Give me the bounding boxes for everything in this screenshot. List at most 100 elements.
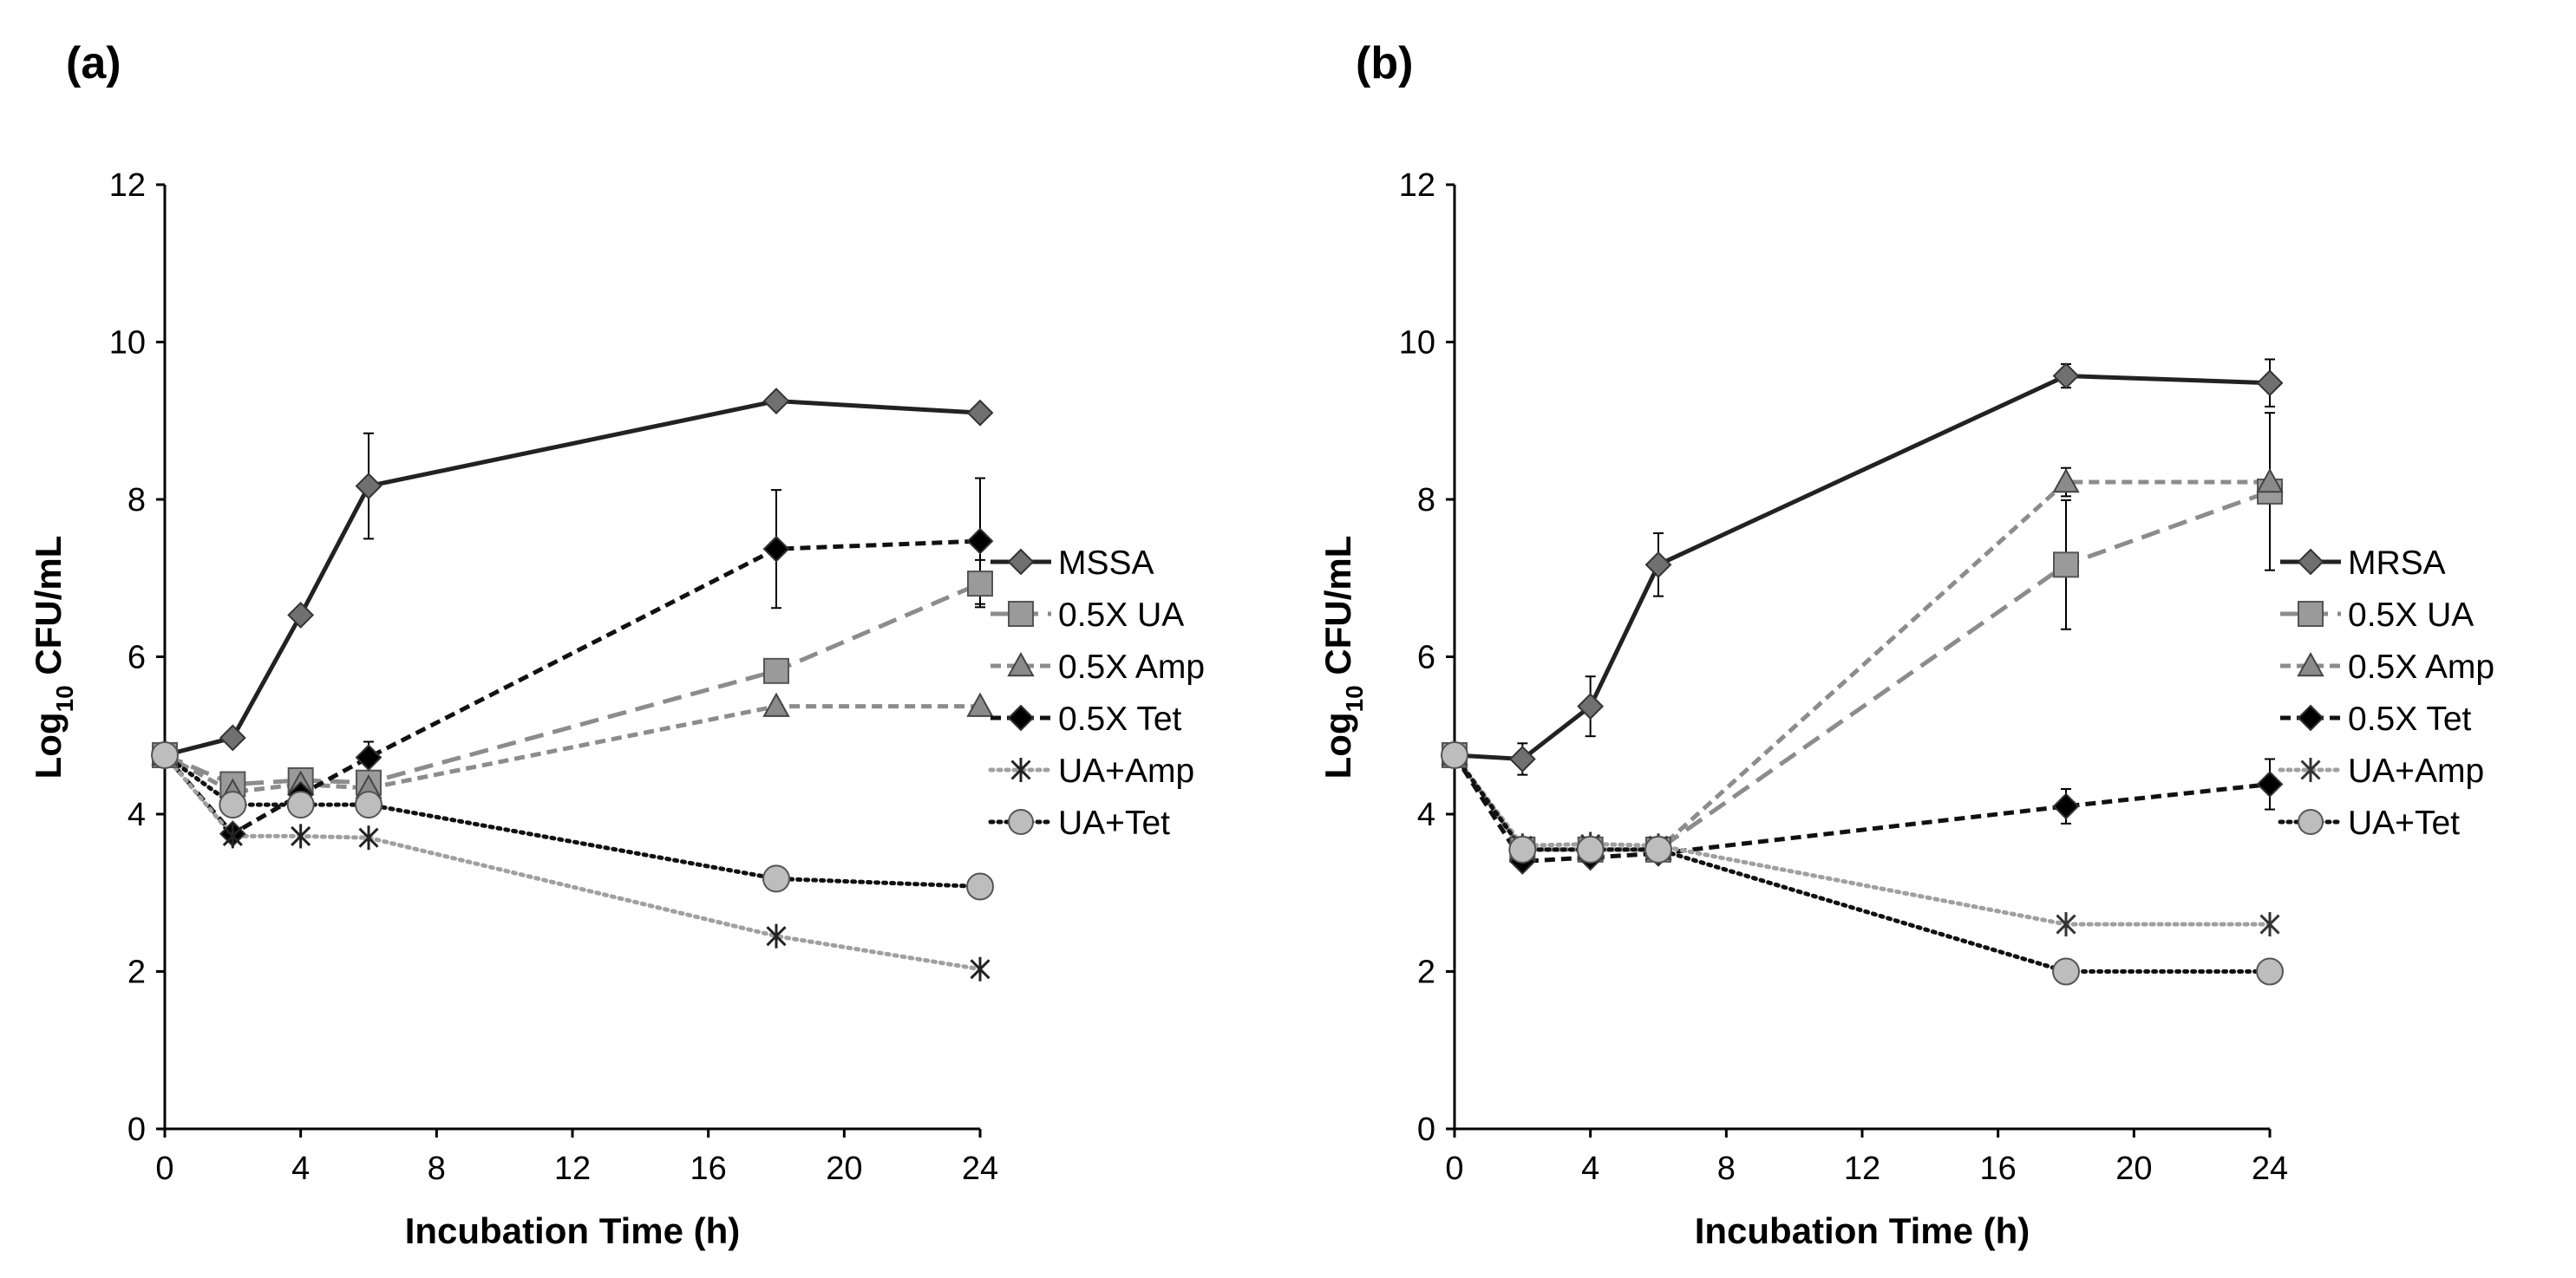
data-point-ua-tet	[286, 791, 315, 819]
data-point-0-5x-amp	[762, 692, 790, 717]
data-point-ua-amp	[970, 956, 991, 981]
panel-b-x-axis-title: Incubation Time (h)	[1695, 1210, 2030, 1251]
panel-a-x-ticks: 0 4 8 12 16 20 24	[155, 1129, 998, 1187]
data-point-ua-tet	[2052, 957, 2080, 986]
panel-b-legend: MRSA 0.5X UA 0.5X Amp 0.5X Tet UA+Amp UA+Tet	[2278, 544, 2494, 842]
y-tick-label: 4	[127, 797, 146, 833]
data-point-ua-tet	[1508, 835, 1537, 864]
legend-item-ua-amp: UA+Amp	[988, 753, 1194, 790]
x-tick-label: 24	[962, 1151, 998, 1187]
panel-a-label: (a)	[66, 38, 121, 88]
legend-label-ua-tet: UA+Tet	[2348, 805, 2460, 842]
y-tick-label: 6	[1417, 640, 1435, 676]
x-tick-label: 20	[826, 1151, 862, 1187]
legend-label-0-5x-ua: 0.5X UA	[1058, 597, 1184, 634]
x-tick-label: 12	[554, 1151, 591, 1187]
legend-label-0-5x-ua: 0.5X UA	[2348, 597, 2474, 634]
series-line-0-5x-ua	[164, 581, 981, 787]
y-tick-label: 8	[1417, 482, 1435, 518]
y-tick-label: 0	[127, 1112, 146, 1148]
data-point-ua-tet	[151, 740, 179, 769]
data-point-ua-tet	[1441, 740, 1468, 769]
legend-label-mrsa: MRSA	[2348, 544, 2446, 582]
legend-label-ua-tet: UA+Tet	[1058, 805, 1170, 842]
panel-b-x-ticks: 0 4 8 12 16 20 24	[1445, 1129, 2288, 1187]
data-point-ua-amp	[358, 825, 379, 851]
series-line-mssa	[164, 399, 981, 758]
series-line-0-5x-tet	[163, 538, 981, 837]
series-line-ua-tet	[162, 753, 983, 889]
legend-marker-0-5x-amp	[2297, 651, 2324, 677]
panel-b-series-markers	[1441, 362, 2284, 986]
data-point-ua-amp	[2056, 912, 2076, 937]
panel-a-x-axis-title: Incubation Time (h)	[405, 1210, 741, 1251]
data-point-0-5x-tet	[966, 527, 994, 555]
x-tick-label: 4	[291, 1151, 310, 1187]
data-point-mssa	[287, 601, 315, 629]
data-point-ua-tet	[2256, 957, 2284, 986]
legend-item-0-5x-amp: 0.5X Amp	[991, 649, 1205, 686]
data-point-mrsa	[2256, 369, 2284, 397]
legend-label-0-5x-tet: 0.5X Tet	[1058, 701, 1182, 738]
legend-item-mrsa: MRSA	[2280, 544, 2446, 582]
data-point-ua-tet	[1576, 835, 1605, 864]
x-tick-label: 0	[155, 1151, 173, 1187]
y-tick-label: 6	[127, 640, 146, 676]
y-tick-label: 8	[127, 482, 146, 518]
data-point-mssa	[762, 388, 790, 414]
series-line-mrsa	[1454, 374, 2271, 762]
panel-b-y-ticks: 0 2 4 6 8 10 12	[1399, 167, 1455, 1148]
y-tick-label: 10	[109, 325, 146, 362]
data-point-ua-amp	[291, 824, 311, 849]
legend-label-mssa: MSSA	[1058, 544, 1154, 582]
data-point-0-5x-amp	[2256, 467, 2284, 493]
x-tick-label: 8	[1717, 1151, 1736, 1187]
data-point-ua-tet	[762, 864, 790, 893]
series-line-0-5x-amp	[163, 704, 980, 795]
legend-item-mssa: MSSA	[991, 544, 1154, 582]
x-tick-label: 16	[690, 1151, 727, 1187]
legend-marker-ua-tet	[2298, 809, 2324, 835]
legend-label-0-5x-amp: 0.5X Amp	[2348, 649, 2494, 686]
panel-a-legend: MSSA 0.5X UA 0.5X Amp 0.5X Tet UA+Amp UA+Tet	[988, 544, 1205, 842]
y-tick-label: 2	[1417, 955, 1435, 991]
panel-b-error-bars	[1517, 358, 2275, 825]
data-point-mssa	[966, 399, 994, 427]
series-line-ua-amp	[162, 753, 983, 972]
legend-marker-ua-amp	[2300, 758, 2321, 782]
data-point-mrsa	[1508, 746, 1536, 773]
x-tick-label: 16	[1980, 1151, 2017, 1187]
legend-item-ua-tet: UA+Tet	[988, 805, 1170, 842]
data-point-0-5x-tet	[2052, 792, 2080, 820]
legend-marker-ua-amp	[1010, 758, 1031, 782]
y-tick-label: 4	[1417, 797, 1435, 833]
legend-label-ua-amp: UA+Amp	[1058, 753, 1194, 790]
data-point-ua-amp	[222, 824, 243, 849]
data-point-mssa	[355, 473, 382, 499]
x-tick-label: 24	[2252, 1151, 2288, 1187]
data-point-mrsa	[1577, 693, 1605, 721]
panel-b-label: (b)	[1356, 38, 1413, 88]
legend-item-0-5x-ua: 0.5X UA	[991, 597, 1184, 634]
legend-item-0-5x-amp: 0.5X Amp	[2280, 649, 2494, 686]
y-tick-label: 2	[127, 955, 146, 991]
series-line-0-5x-ua	[1452, 489, 2271, 852]
legend-marker-0-5x-tet	[2297, 704, 2324, 732]
data-point-0-5x-amp	[966, 692, 994, 717]
data-point-ua-tet	[1644, 835, 1672, 864]
panel-a-y-ticks: 0 2 4 6 8 10 12	[109, 167, 165, 1148]
panel-b-series-lines	[1452, 374, 2272, 974]
legend-item-0-5x-tet: 0.5X Tet	[991, 701, 1182, 738]
y-tick-label: 12	[1399, 167, 1435, 204]
legend-label-0-5x-amp: 0.5X Amp	[1058, 649, 1205, 686]
data-point-0-5x-amp	[2052, 467, 2080, 493]
legend-item-0-5x-tet: 0.5X Tet	[2280, 701, 2472, 738]
x-tick-label: 20	[2115, 1151, 2152, 1187]
legend-marker-0-5x-ua	[2298, 601, 2324, 627]
panel-b-y-axis-title: Log10 CFU/mL	[1317, 536, 1368, 779]
y-tick-label: 12	[109, 167, 146, 204]
legend-item-ua-tet: UA+Tet	[2278, 805, 2460, 842]
